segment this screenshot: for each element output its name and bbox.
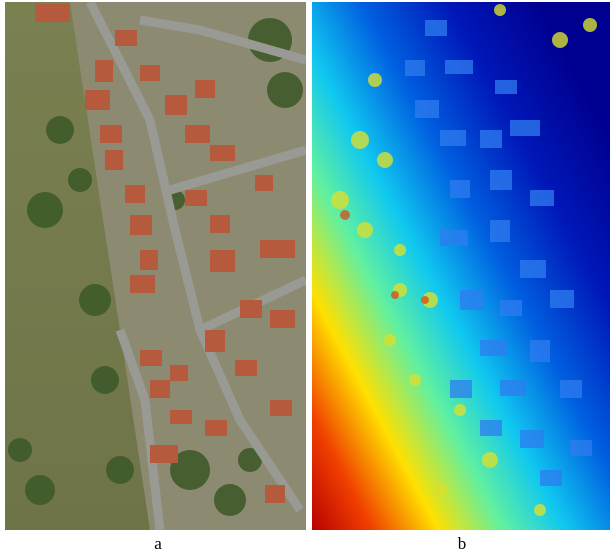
panel-label: b bbox=[458, 534, 467, 553]
depth-map bbox=[312, 2, 610, 530]
aerial-photo bbox=[5, 2, 306, 530]
panel-label: a bbox=[154, 534, 162, 553]
